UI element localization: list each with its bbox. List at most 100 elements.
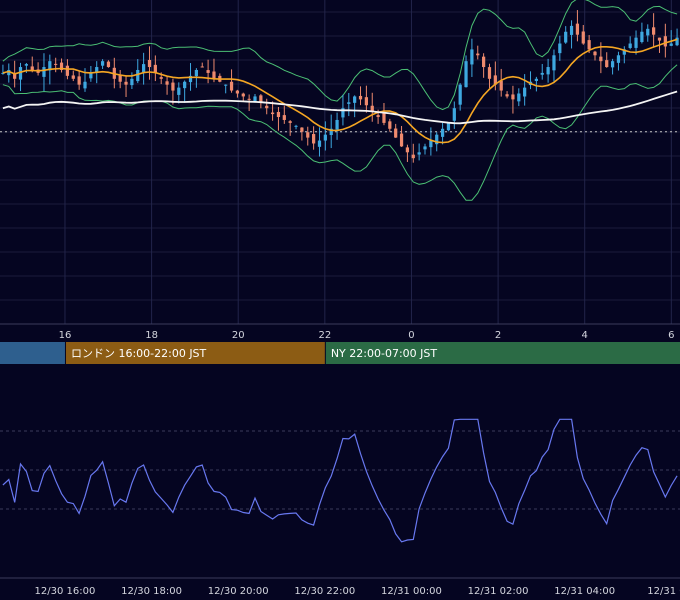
candle-down [118,74,122,82]
candle-up [646,28,650,36]
candle-down [171,82,175,91]
candle-down [13,73,17,79]
ma-slow-line [2,90,678,125]
candle-down [159,77,163,79]
oscillator-tick-label: 12/30 22:00 [294,586,355,597]
candle-up [177,87,181,95]
candle-down [124,81,128,85]
candle-down [599,56,603,62]
session-bar [325,342,680,364]
candle-down [77,76,81,85]
candle-up [142,64,146,73]
price-tick-label: 0 [408,330,414,341]
price-tick-label: 2 [495,330,501,341]
session-label: NY 22:00-07:00 JST [331,347,438,360]
candle-up [470,49,474,65]
candle-down [241,93,245,97]
candle-down [505,94,509,97]
candle-up [534,78,538,81]
candle-down [376,115,380,118]
oscillator-tick-label: 12/30 20:00 [208,586,269,597]
candle-down [364,97,368,106]
candle-up [628,43,632,48]
candle-up [89,72,93,79]
candle-down [259,95,263,103]
candle-down [229,81,234,91]
price-tick-label: 16 [59,330,72,341]
oscillator-tick-label: 12/31 04:00 [554,586,615,597]
candle-up [616,55,621,63]
price-tick-label: 6 [668,330,674,341]
candle-up [353,96,357,103]
candle-down [306,132,310,138]
candle-up [48,61,52,71]
candle-up [610,61,615,68]
session-label: ロンドン 16:00-22:00 JST [71,347,207,360]
price-x-axis: 16 18 20 22 0 2 4 6 [59,330,675,341]
oscillator-path [2,418,678,543]
candle-down [605,60,609,68]
candle-down [288,121,292,123]
candle-down [476,53,480,56]
candle-up [569,25,574,35]
candle-down [212,71,216,79]
candle-down [652,27,656,35]
candle-down [282,115,286,120]
candle-up [552,55,556,71]
candle-up [669,43,673,46]
candle-down [65,65,70,76]
oscillator-tick-label: 12/31 06: [647,586,680,597]
candle-up [458,84,462,105]
oscillator-tick-label: 12/30 16:00 [35,586,96,597]
candle-up [564,31,568,43]
candle-down [312,134,316,144]
candle-up [446,122,451,131]
price-tick-label: 4 [582,330,588,341]
candle-down [54,63,58,65]
candle-down [487,67,492,79]
candle-down [663,36,667,47]
candle-down [394,128,398,138]
candle-up [83,81,87,89]
candle-up [42,67,46,77]
oscillator-tick-label: 12/30 18:00 [121,586,182,597]
candle-up [452,108,456,121]
candle-down [493,75,497,85]
candle-up [464,61,468,88]
price-tick-label: 22 [318,330,331,341]
candle-up [523,87,527,97]
candle-up [517,93,521,102]
trading-sessions: ロンドン 16:00-22:00 JST NY 22:00-07:00 JST [0,342,680,364]
candle-up [540,72,544,75]
candle-down [106,61,111,68]
candle-up [329,128,333,136]
candle-up [417,152,421,155]
candle-up [347,102,351,104]
oscillator-tick-label: 12/31 00:00 [381,586,442,597]
candle-down [276,111,281,118]
candle-down [165,81,169,85]
candle-down [411,154,415,159]
candle-down [382,112,386,123]
candle-down [235,90,240,94]
candle-up [100,61,105,66]
candle-up [7,69,11,76]
candle-down [153,64,157,73]
oscillator-tick-label: 12/31 02:00 [468,586,529,597]
candle-down [657,37,662,41]
candle-down [30,66,34,70]
candle-down [71,75,75,79]
candle-up [136,69,140,82]
oscillator-line [2,418,678,543]
candle-up [1,72,5,74]
candle-down [358,95,363,100]
candle-down [587,40,591,50]
candle-up [95,67,99,73]
moving-averages [2,38,678,144]
candle-down [593,51,597,56]
candle-up [253,96,257,103]
candle-up [194,69,198,77]
candle-down [511,94,515,100]
candle-down [206,70,210,73]
